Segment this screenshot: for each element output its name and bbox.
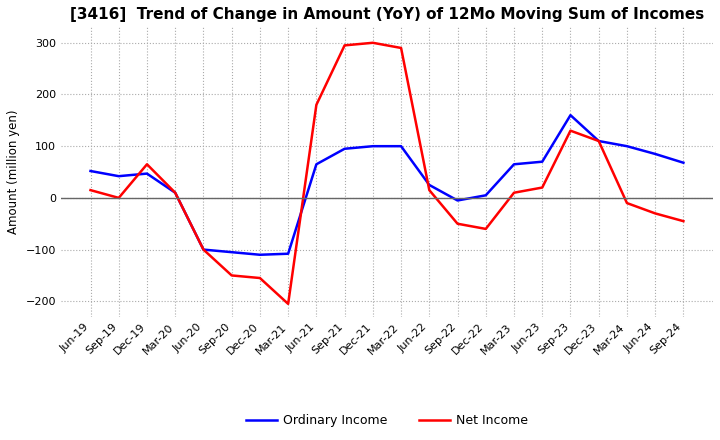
Net Income bbox=[171, 190, 179, 195]
Net Income bbox=[651, 211, 660, 216]
Legend: Ordinary Income, Net Income: Ordinary Income, Net Income bbox=[240, 409, 534, 432]
Ordinary Income bbox=[256, 252, 264, 257]
Net Income bbox=[228, 273, 236, 278]
Net Income bbox=[341, 43, 349, 48]
Ordinary Income bbox=[538, 159, 546, 164]
Ordinary Income bbox=[312, 161, 320, 167]
Title: [3416]  Trend of Change in Amount (YoY) of 12Mo Moving Sum of Incomes: [3416] Trend of Change in Amount (YoY) o… bbox=[70, 7, 704, 22]
Ordinary Income bbox=[284, 251, 292, 257]
Net Income bbox=[284, 301, 292, 307]
Net Income bbox=[566, 128, 575, 133]
Ordinary Income bbox=[341, 146, 349, 151]
Ordinary Income bbox=[453, 198, 462, 203]
Net Income bbox=[538, 185, 546, 190]
Ordinary Income bbox=[369, 143, 377, 149]
Y-axis label: Amount (million yen): Amount (million yen) bbox=[7, 110, 20, 234]
Net Income bbox=[369, 40, 377, 45]
Line: Ordinary Income: Ordinary Income bbox=[91, 115, 683, 255]
Net Income bbox=[453, 221, 462, 226]
Net Income bbox=[256, 275, 264, 281]
Ordinary Income bbox=[623, 143, 631, 149]
Ordinary Income bbox=[595, 138, 603, 143]
Ordinary Income bbox=[482, 193, 490, 198]
Net Income bbox=[397, 45, 405, 51]
Ordinary Income bbox=[228, 249, 236, 255]
Net Income bbox=[679, 219, 688, 224]
Net Income bbox=[312, 102, 320, 107]
Ordinary Income bbox=[651, 151, 660, 157]
Ordinary Income bbox=[397, 143, 405, 149]
Net Income bbox=[623, 200, 631, 205]
Ordinary Income bbox=[171, 190, 179, 195]
Ordinary Income bbox=[510, 161, 518, 167]
Net Income bbox=[199, 247, 208, 252]
Net Income bbox=[425, 187, 433, 193]
Ordinary Income bbox=[143, 171, 151, 176]
Ordinary Income bbox=[114, 173, 123, 179]
Net Income bbox=[510, 190, 518, 195]
Net Income bbox=[114, 195, 123, 201]
Line: Net Income: Net Income bbox=[91, 43, 683, 304]
Net Income bbox=[482, 226, 490, 231]
Ordinary Income bbox=[566, 113, 575, 118]
Ordinary Income bbox=[199, 247, 208, 252]
Net Income bbox=[143, 161, 151, 167]
Ordinary Income bbox=[679, 160, 688, 165]
Net Income bbox=[595, 138, 603, 143]
Ordinary Income bbox=[86, 169, 95, 174]
Ordinary Income bbox=[425, 182, 433, 187]
Net Income bbox=[86, 187, 95, 193]
